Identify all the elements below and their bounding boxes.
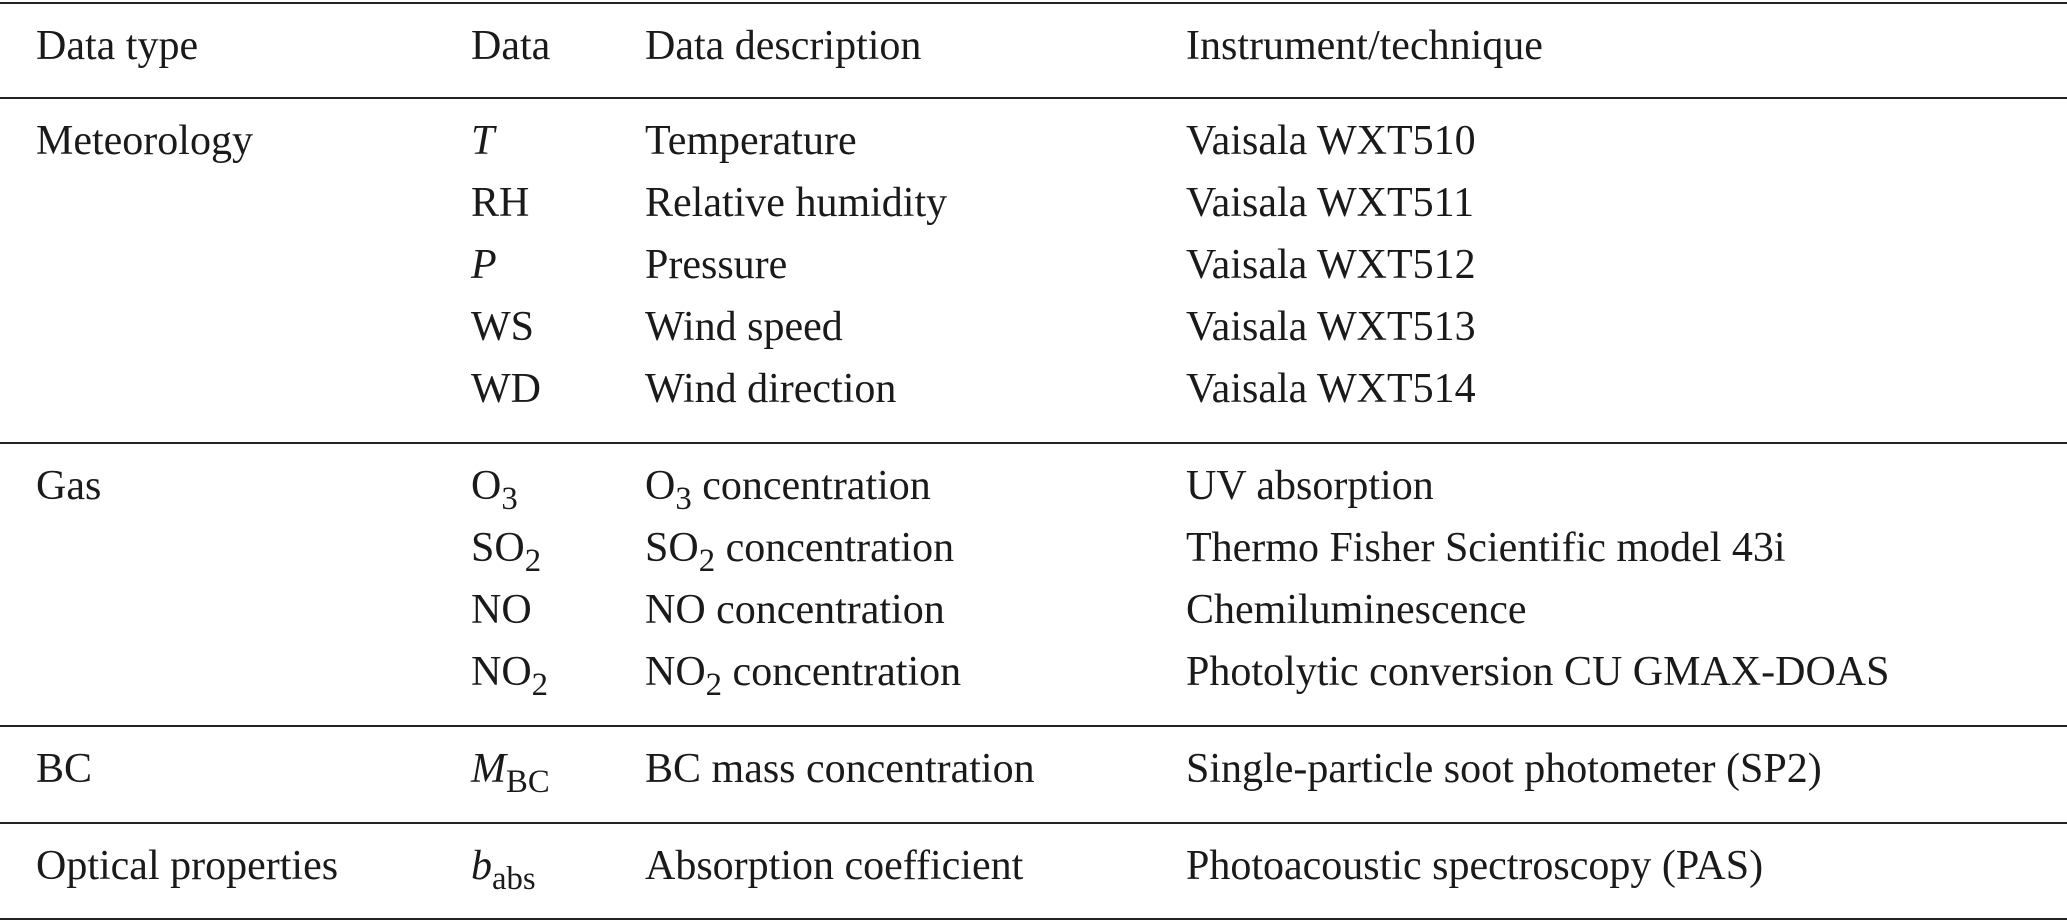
instrument-cell: Thermo Fisher Scientific model 43i [1186,525,1786,571]
instrument-cell: Photoacoustic spectroscopy (PAS) [1186,843,1764,889]
cell-text-part: O [645,463,676,509]
cell-text-part: 2 [698,542,716,579]
data-type-cell: Meteorology [36,118,253,164]
table-rule [0,97,2067,99]
cell-text-part: T [471,118,495,164]
description-cell: Absorption coefficient [645,843,1024,889]
instrument-cell: Vaisala WXT513 [1186,304,1476,350]
data-cell: P [471,240,497,290]
data-type-cell: Optical properties [36,843,339,889]
instrument-cell: Vaisala WXT514 [1186,366,1476,412]
instrument-cell: Photolytic conversion CU GMAX-DOAS [1186,649,1890,695]
data-type-cell: BC [36,746,93,792]
cell-text-part: 2 [705,666,723,703]
instrument-cell: Chemiluminescence [1186,587,1527,633]
cell-text-part: 2 [531,666,549,703]
data-cell: RH [471,180,530,226]
header-cell: Instrument/technique [1186,23,1543,69]
cell-text-part: SO [645,525,699,571]
description-cell: O3 concentration [645,461,931,517]
instrument-cell: Vaisala WXT512 [1186,242,1476,288]
description-cell: SO2 concentration [645,523,955,579]
cell-text-part: O [471,463,502,509]
cell-text-part: concentration [715,525,955,571]
instrument-cell: UV absorption [1186,463,1434,509]
cell-text-part: NO [645,649,706,695]
data-cell: O3 [471,461,518,517]
data-type-cell: Gas [36,463,102,509]
table-rule [0,822,2067,824]
cell-text-part: concentration [722,649,962,695]
description-cell: Wind speed [645,304,843,350]
header-cell: Data [471,23,551,69]
instrument-cell: Vaisala WXT510 [1186,118,1476,164]
data-cell: NO [471,587,532,633]
table-rule [0,2,2067,4]
table-rule [0,918,2067,920]
cell-text-part: P [471,242,497,288]
header-cell: Data type [36,23,199,69]
description-cell: NO2 concentration [645,647,962,703]
cell-text-part: concentration [691,463,931,509]
data-cell: SO2 [471,523,541,579]
description-cell: Pressure [645,242,788,288]
cell-text-part: 3 [675,480,692,517]
data-cell: NO2 [471,647,548,703]
cell-text-part: SO [471,525,525,571]
description-cell: BC mass concentration [645,746,1035,792]
description-cell: Relative humidity [645,180,948,226]
header-cell: Data description [645,23,922,69]
data-cell: MBC [471,744,550,800]
table-rule [0,725,2067,727]
description-cell: Temperature [645,118,857,164]
instrument-cell: Vaisala WXT511 [1186,180,1475,226]
cell-text-part: 2 [524,542,542,579]
data-cell: WS [471,304,534,350]
data-cell: babs [471,841,536,897]
data-cell: WD [471,366,541,412]
cell-text-part: M [471,746,506,792]
cell-text-part: b [471,843,492,889]
table-rule [0,442,2067,444]
instrument-cell: Single-particle soot photometer (SP2) [1186,746,1822,792]
data-cell: T [471,116,494,166]
cell-text-part: 3 [501,480,518,517]
cell-text-part: BC [506,763,550,800]
cell-text-part: abs [492,860,536,897]
description-cell: Wind direction [645,366,897,412]
cell-text-part: NO [471,649,532,695]
description-cell: NO concentration [645,587,945,633]
